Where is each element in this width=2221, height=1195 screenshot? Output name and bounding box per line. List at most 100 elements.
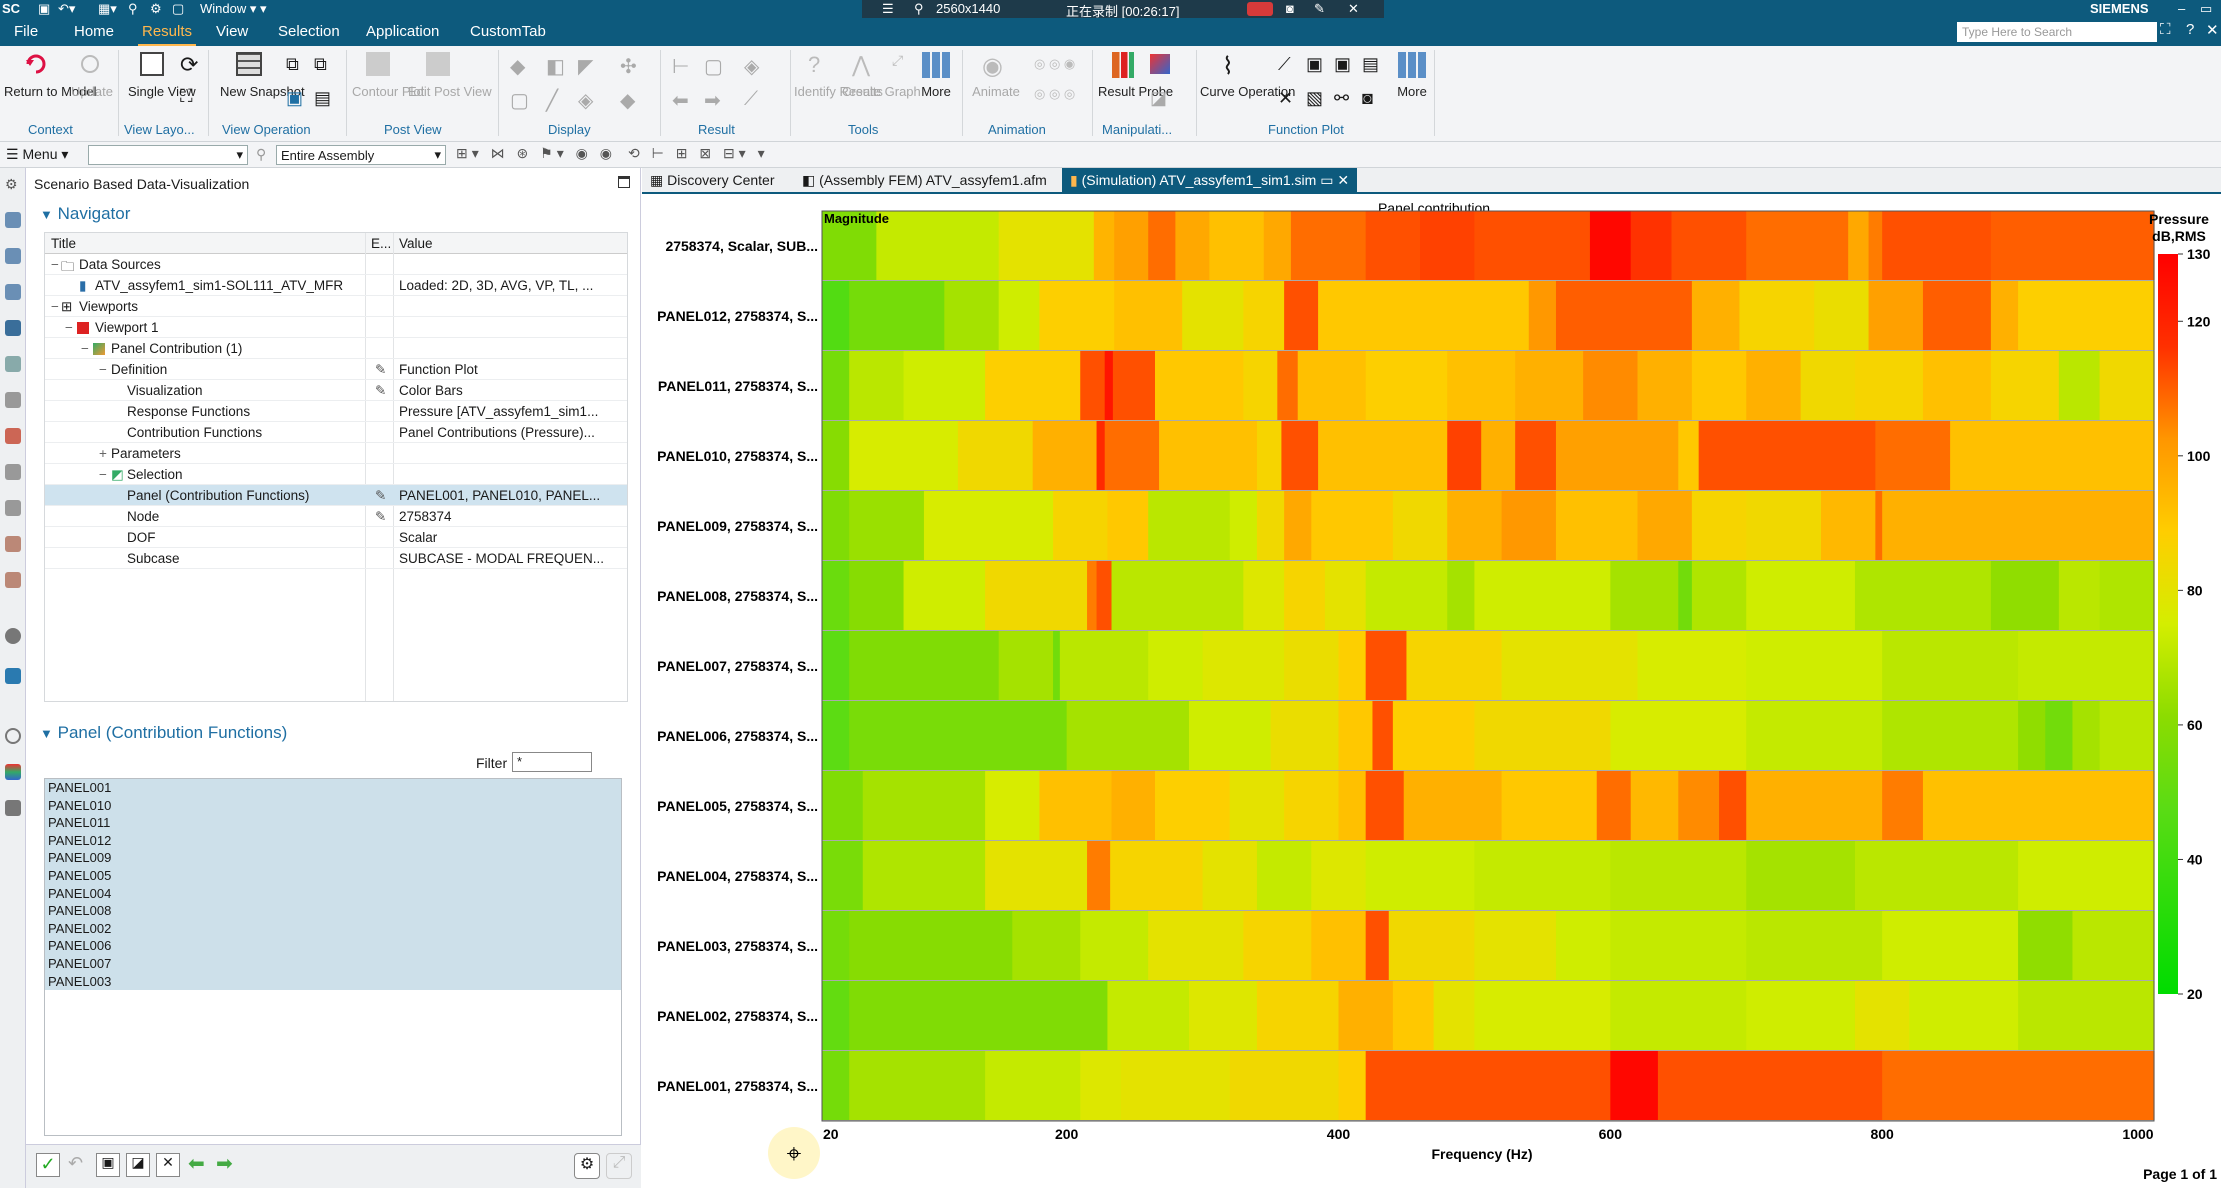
arrow-left-icon[interactable]: ⬅ — [188, 1153, 205, 1175]
row-label[interactable]: PANEL002, 2758374, S... — [657, 1008, 818, 1024]
function-plot-icon-1[interactable]: ⟋ — [1278, 54, 1291, 74]
close-icon[interactable]: ✕ — [2206, 22, 2219, 39]
function-plot-icon-2[interactable]: ▣ — [1306, 54, 1324, 74]
manipulation-icon-1[interactable] — [1150, 54, 1170, 74]
list-item[interactable]: PANEL008 — [45, 902, 621, 920]
previous-result-icon[interactable]: ⬅ — [672, 90, 689, 112]
help-icon[interactable]: ? — [2186, 21, 2195, 38]
edit-icon[interactable]: ✎ — [375, 509, 387, 524]
edit-icon[interactable]: ✎ — [375, 488, 387, 503]
tree-row-data-source-file[interactable]: ▮ ATV_assyfem1_sim1-SOL111_ATV_MFR Loade… — [45, 275, 627, 296]
function-plot-icon-4[interactable]: ▤ — [1362, 54, 1380, 74]
collapse-icon[interactable]: − — [51, 299, 59, 314]
new-snapshot-button[interactable]: New Snapshot — [220, 84, 305, 99]
image-icon[interactable]: ◪ — [126, 1153, 150, 1177]
tools-palette-icon[interactable] — [5, 800, 21, 816]
more-function-plot-icon[interactable] — [1398, 52, 1426, 78]
layout-icon[interactable]: ▦▾ — [98, 1, 117, 16]
snap-tools-icons[interactable]: ⟲ ⊢ ⊞ ⊠ ⊟▾ ▾ — [628, 145, 769, 161]
scope-combo[interactable]: Entire Assembly ▾ — [276, 145, 446, 165]
post-navigator-icon[interactable] — [5, 356, 21, 372]
list-item[interactable]: PANEL009 — [45, 849, 621, 867]
column-title[interactable]: Title — [51, 236, 77, 251]
column-value[interactable]: Value — [399, 236, 433, 251]
heatmap-row[interactable] — [822, 351, 2155, 421]
manipulation-icon-2[interactable]: ◪ — [1150, 88, 1168, 108]
image-icon[interactable]: ▣ — [286, 88, 304, 108]
reuse-library-icon[interactable] — [5, 428, 21, 444]
row-label[interactable]: PANEL004, 2758374, S... — [657, 868, 818, 884]
row-label[interactable]: PANEL007, 2758374, S... — [657, 658, 818, 674]
record-stop-icon[interactable] — [1247, 2, 1273, 16]
fullscreen-icon[interactable]: ⛶ — [2160, 21, 2171, 38]
tab-simulation[interactable]: ▮ (Simulation) ATV_assyfem1_sim1.sim ▭ ✕ — [1062, 168, 1358, 192]
navigator-icon[interactable] — [5, 212, 21, 228]
menu-dropdown[interactable]: ☰ Menu ▾ — [6, 146, 69, 162]
collapse-icon[interactable]: − — [99, 467, 107, 482]
tree-row-definition[interactable]: − Definition ✎ Function Plot — [45, 359, 627, 380]
row-label[interactable]: PANEL012, 2758374, S... — [657, 308, 818, 324]
heatmap-row[interactable] — [822, 491, 2155, 561]
list-item[interactable]: PANEL007 — [45, 955, 621, 973]
expand-icon[interactable]: + — [99, 446, 107, 461]
color-legend-icon[interactable] — [5, 764, 21, 780]
list-item[interactable]: PANEL003 — [45, 972, 621, 991]
search-input[interactable]: Type Here to Search — [1957, 22, 2157, 42]
close-recording-icon[interactable]: ✕ — [1348, 1, 1359, 16]
navigator-section-header[interactable]: ▼ Navigator — [40, 204, 130, 224]
return-to-model-icon[interactable] — [24, 52, 50, 76]
row-label[interactable]: PANEL008, 2758374, S... — [657, 588, 818, 604]
list-item[interactable]: PANEL004 — [45, 884, 621, 903]
window-menu[interactable]: Window ▾ ▾ — [200, 1, 267, 16]
tree-row-response-functions[interactable]: Response Functions Pressure [ATV_assyfem… — [45, 401, 627, 422]
curve-operation-button[interactable]: Curve Operation — [1200, 84, 1296, 99]
undo-icon[interactable]: ↶▾ — [58, 1, 76, 16]
display-icon-1[interactable]: ◆ — [510, 56, 526, 78]
edit-post-view-button[interactable]: Edit Post View — [408, 84, 492, 99]
web-browser-icon[interactable] — [5, 572, 21, 588]
collapse-icon[interactable]: − — [51, 257, 59, 272]
heatmap-row[interactable] — [822, 281, 2155, 351]
tree-row-parameters[interactable]: + Parameters — [45, 443, 627, 464]
more-tools-icon[interactable] — [922, 52, 950, 78]
paste-view-icon[interactable]: ⧉ — [314, 54, 327, 74]
apply-icon[interactable]: ✓ — [36, 1153, 60, 1177]
rotate-icon[interactable]: ⟳ — [180, 52, 199, 77]
result-icon-2[interactable]: ▢ — [704, 56, 723, 78]
tab-assembly-fem[interactable]: ◧ (Assembly FEM) ATV_assyfem1.afm — [802, 172, 1047, 189]
more-function-plot-button[interactable]: More — [1397, 84, 1427, 99]
expand-icon[interactable]: ⤢ — [606, 1153, 632, 1179]
display-icon-8[interactable]: ◆ — [620, 90, 636, 112]
window-menu-icon[interactable]: ▢ — [172, 1, 185, 16]
curve-operation-icon[interactable]: ⌇ — [1222, 53, 1234, 80]
row-label[interactable]: PANEL003, 2758374, S... — [657, 938, 818, 954]
function-plot-icon-3[interactable]: ▣ — [1334, 54, 1352, 74]
menu-icon[interactable]: ☰ — [882, 1, 894, 16]
display-icon-3[interactable]: ◤ — [578, 56, 594, 78]
list-item[interactable]: PANEL010 — [45, 796, 621, 815]
animate-button[interactable]: Animate — [972, 84, 1020, 99]
result-probe-button[interactable]: Result Probe — [1098, 84, 1174, 99]
display-icon-5[interactable]: ▢ — [510, 90, 529, 112]
row-label[interactable]: PANEL009, 2758374, S... — [657, 518, 818, 534]
minimize-icon[interactable]: – — [2178, 1, 2186, 16]
type-filter-combo[interactable]: ▾ — [88, 145, 248, 165]
close-icon[interactable]: ▭ ✕ — [1320, 172, 1350, 188]
menu-file[interactable]: File — [14, 23, 39, 40]
menu-results[interactable]: Results — [137, 23, 197, 46]
edit-icon[interactable]: ✎ — [375, 362, 387, 377]
heatmap-row[interactable] — [822, 211, 2155, 281]
heatmap-row[interactable] — [822, 561, 2155, 631]
animation-controls-icon-2[interactable]: ◎ ◎ ◎ — [1034, 86, 1076, 101]
display-icon-6[interactable]: ╱ — [546, 90, 559, 112]
layout-icon-2[interactable]: ▤ — [314, 88, 332, 108]
menu-home[interactable]: Home — [74, 23, 115, 40]
update-button[interactable]: Update — [71, 84, 113, 99]
create-graph-button[interactable]: Create Graph — [842, 84, 921, 99]
identify-results-button[interactable]: Identify Results — [794, 84, 883, 99]
gear-icon[interactable]: ⚙ — [574, 1153, 600, 1179]
next-result-icon[interactable]: ➡ — [704, 90, 721, 112]
list-item[interactable]: PANEL002 — [45, 919, 621, 938]
menu-application[interactable]: Application — [366, 23, 440, 40]
delete-icon[interactable]: ✕ — [156, 1153, 180, 1177]
